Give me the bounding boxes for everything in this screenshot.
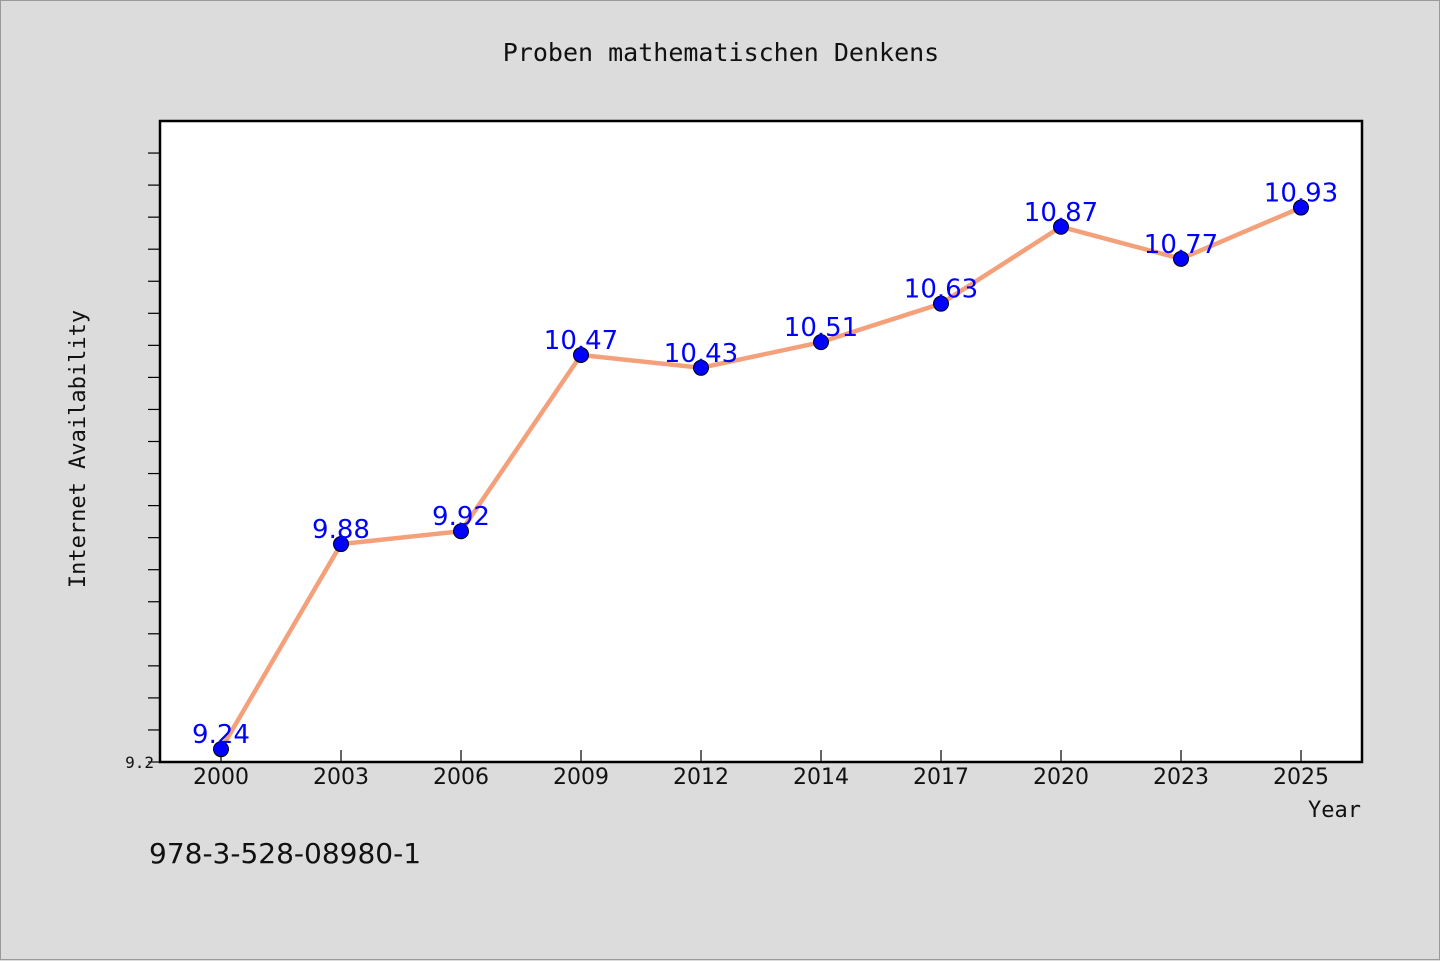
x-tick-label: 2020 — [1033, 765, 1089, 790]
data-point — [333, 536, 349, 553]
data-point — [453, 523, 469, 540]
series-group — [213, 199, 1309, 758]
data-point — [693, 359, 709, 376]
x-tick-label: 2025 — [1273, 765, 1329, 790]
y-tick-label: 9.2 — [125, 753, 154, 772]
data-label: 10.51 — [784, 313, 858, 343]
x-tick-label: 2009 — [553, 765, 609, 790]
data-point — [1173, 250, 1189, 267]
y-axis-ticks: 9.2 — [125, 152, 160, 772]
data-labels: 9.24 9.88 9.92 10.47 10.43 10.51 10.63 10.87 10.… — [192, 179, 1338, 751]
data-point — [813, 334, 829, 351]
x-tick-label: 2012 — [673, 765, 729, 790]
data-point — [213, 741, 229, 758]
data-point — [573, 346, 589, 363]
x-tick-label: 2000 — [193, 765, 249, 790]
data-point — [1053, 218, 1069, 235]
plot-area — [158, 119, 1364, 764]
data-label: 9.88 — [312, 515, 370, 545]
data-label: 10.63 — [904, 275, 978, 305]
data-label: 10.87 — [1024, 198, 1098, 228]
data-point — [933, 295, 949, 312]
data-label: 10.77 — [1144, 230, 1218, 260]
chart-title: Proben mathematischen Denkens — [503, 38, 940, 67]
data-label: 9.92 — [432, 502, 490, 532]
x-tick-label: 2006 — [433, 765, 489, 790]
data-label: 10.43 — [664, 339, 738, 369]
y-axis-label: Internet Availability — [66, 310, 91, 588]
data-label: 10.93 — [1264, 179, 1338, 209]
data-point — [1293, 199, 1309, 216]
series-line — [219, 205, 1302, 751]
x-axis-label: Year — [1308, 798, 1361, 823]
x-tick-label: 2003 — [313, 765, 369, 790]
x-tick-label: 2023 — [1153, 765, 1209, 790]
x-tick-label: 2017 — [913, 765, 969, 790]
x-axis-ticks: 2000 2003 2006 2009 2012 2014 2017 2020 2023 2025 — [193, 750, 1329, 790]
x-tick-label: 2014 — [793, 765, 849, 790]
data-label: 10.47 — [544, 326, 618, 356]
footer-isbn: 978-3-528-08980-1 — [149, 837, 421, 870]
data-label: 9.24 — [192, 720, 250, 750]
